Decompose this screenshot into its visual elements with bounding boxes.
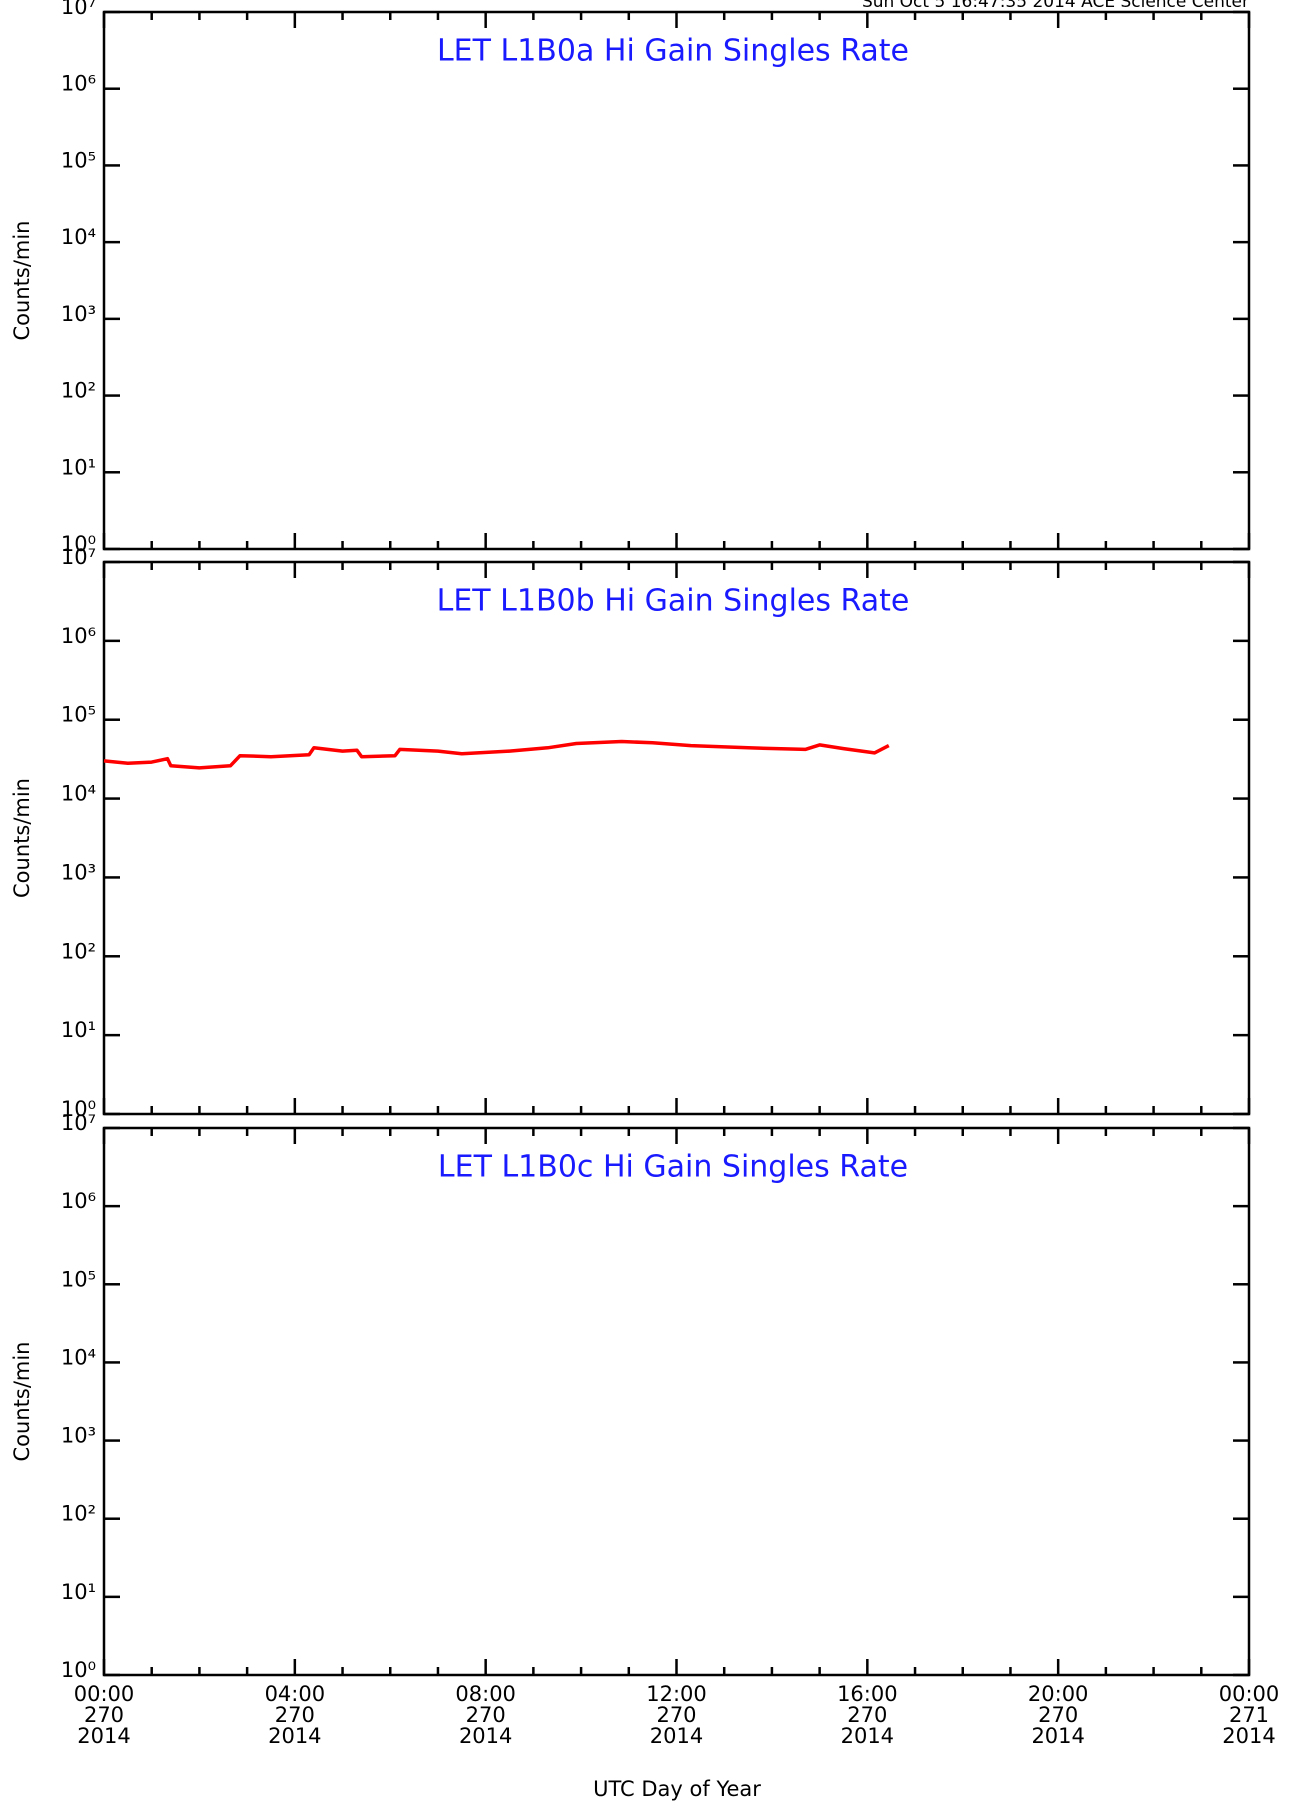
data-line — [103, 739, 890, 770]
chart-title: LET L1B0c Hi Gain Singles Rate — [438, 1150, 908, 1185]
y-tick-label: 10⁷ — [61, 545, 96, 569]
x-tick-label: 00:00 270 2014 — [74, 1682, 135, 1748]
y-tick-label: 10¹ — [61, 1018, 96, 1042]
x-tick-label: 16:00 270 2014 — [837, 1682, 898, 1748]
y-tick-label: 10³ — [61, 1424, 96, 1448]
y-axis-label: Counts/min — [10, 221, 34, 341]
y-tick-label: 10⁶ — [61, 1189, 96, 1213]
y-tick-label: 10¹ — [61, 455, 96, 479]
plot-frame — [102, 10, 1251, 551]
y-tick-label: 10⁴ — [61, 1345, 96, 1369]
x-tick-label: 00:00 271 2014 — [1219, 1682, 1280, 1748]
y-tick-label: 10² — [61, 939, 96, 963]
plot-frame — [102, 1126, 1251, 1677]
y-tick-label: 10⁷ — [61, 1111, 96, 1135]
y-tick-label: 10⁶ — [61, 72, 96, 96]
plot-frame — [102, 560, 1251, 1116]
y-tick-label: 10⁰ — [61, 1097, 96, 1121]
y-tick-label: 10² — [61, 379, 96, 403]
y-tick-label: 10³ — [61, 302, 96, 326]
y-tick-label: 10⁵ — [61, 703, 96, 727]
y-tick-label: 10² — [61, 1502, 96, 1526]
x-tick-label: 08:00 270 2014 — [455, 1682, 516, 1748]
y-tick-label: 10⁷ — [61, 0, 96, 19]
x-tick-label: 12:00 270 2014 — [646, 1682, 707, 1748]
y-axis-label: Counts/min — [10, 1342, 34, 1462]
chart-title: LET L1B0a Hi Gain Singles Rate — [437, 34, 909, 69]
y-tick-label: 10⁵ — [61, 148, 96, 172]
x-tick-label: 20:00 270 2014 — [1028, 1682, 1089, 1748]
chart-title: LET L1B0b Hi Gain Singles Rate — [437, 584, 910, 619]
y-tick-label: 10⁰ — [61, 532, 96, 556]
y-tick-label: 10⁰ — [61, 1658, 96, 1682]
y-tick-label: 10³ — [61, 860, 96, 884]
x-tick-label: 04:00 270 2014 — [265, 1682, 326, 1748]
y-tick-label: 10¹ — [61, 1580, 96, 1604]
x-axis-label: UTC Day of Year — [593, 1777, 761, 1801]
y-tick-label: 10⁶ — [61, 624, 96, 648]
y-tick-label: 10⁴ — [61, 225, 96, 249]
y-tick-label: 10⁵ — [61, 1267, 96, 1291]
y-tick-label: 10⁴ — [61, 782, 96, 806]
y-axis-label: Counts/min — [10, 778, 34, 898]
timestamp: Sun Oct 5 16:47:35 2014 ACE Science Cent… — [862, 0, 1249, 12]
